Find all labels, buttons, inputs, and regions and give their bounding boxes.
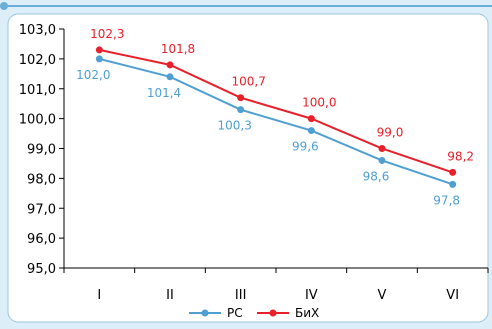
y-tick-label: 99,0 — [27, 143, 56, 158]
x-tick-label: III — [235, 288, 247, 303]
data-point-0 — [237, 106, 245, 114]
x-tick-label: VI — [446, 288, 459, 303]
data-label-1: 100,7 — [231, 75, 265, 89]
x-tick-label: I — [97, 288, 101, 303]
data-label-0: 97,8 — [433, 193, 460, 207]
y-tick-label: 103,0 — [19, 23, 56, 38]
series-line-0 — [99, 57, 453, 186]
y-tick-label: 97,0 — [27, 202, 56, 217]
data-point-1 — [166, 61, 174, 69]
x-tick-label: II — [166, 288, 174, 303]
data-label-0: 101,4 — [147, 86, 181, 100]
data-point-0 — [166, 73, 174, 81]
y-tick-label: 100,0 — [19, 113, 56, 128]
plot-area-card — [7, 13, 489, 323]
data-point-0 — [95, 55, 103, 63]
data-label-0: 99,6 — [292, 140, 319, 154]
top-rule — [6, 5, 492, 7]
data-label-0: 100,3 — [217, 119, 251, 133]
data-point-0 — [378, 156, 386, 164]
series-line-1 — [99, 48, 453, 174]
corner-dot — [0, 2, 8, 10]
y-tick-label: 95,0 — [27, 262, 56, 277]
data-label-1: 100,0 — [302, 96, 336, 110]
data-point-0 — [307, 127, 315, 135]
data-label-0: 98,6 — [363, 169, 390, 183]
legend-label-0: РС — [227, 306, 243, 320]
x-tick-label: IV — [305, 288, 318, 303]
data-point-1 — [449, 168, 457, 176]
y-tick-label: 102,0 — [19, 53, 56, 68]
legend-swatch-marker-0 — [201, 309, 209, 317]
data-point-1 — [95, 46, 103, 54]
data-label-1: 102,3 — [90, 27, 124, 41]
data-label-0: 102,0 — [76, 68, 110, 82]
legend-label-1: БиХ — [295, 306, 319, 320]
y-tick-label: 101,0 — [19, 83, 56, 98]
data-label-1: 98,2 — [447, 149, 474, 163]
data-point-1 — [237, 94, 245, 102]
legend-swatch-marker-1 — [269, 309, 277, 317]
y-tick-label: 98,0 — [27, 172, 56, 187]
x-tick-label: V — [378, 288, 387, 303]
data-label-1: 99,0 — [377, 126, 404, 140]
y-tick-label: 96,0 — [27, 232, 56, 247]
data-point-1 — [307, 115, 315, 123]
data-point-0 — [449, 180, 457, 188]
data-point-1 — [378, 145, 386, 152]
data-label-1: 101,8 — [161, 42, 195, 56]
